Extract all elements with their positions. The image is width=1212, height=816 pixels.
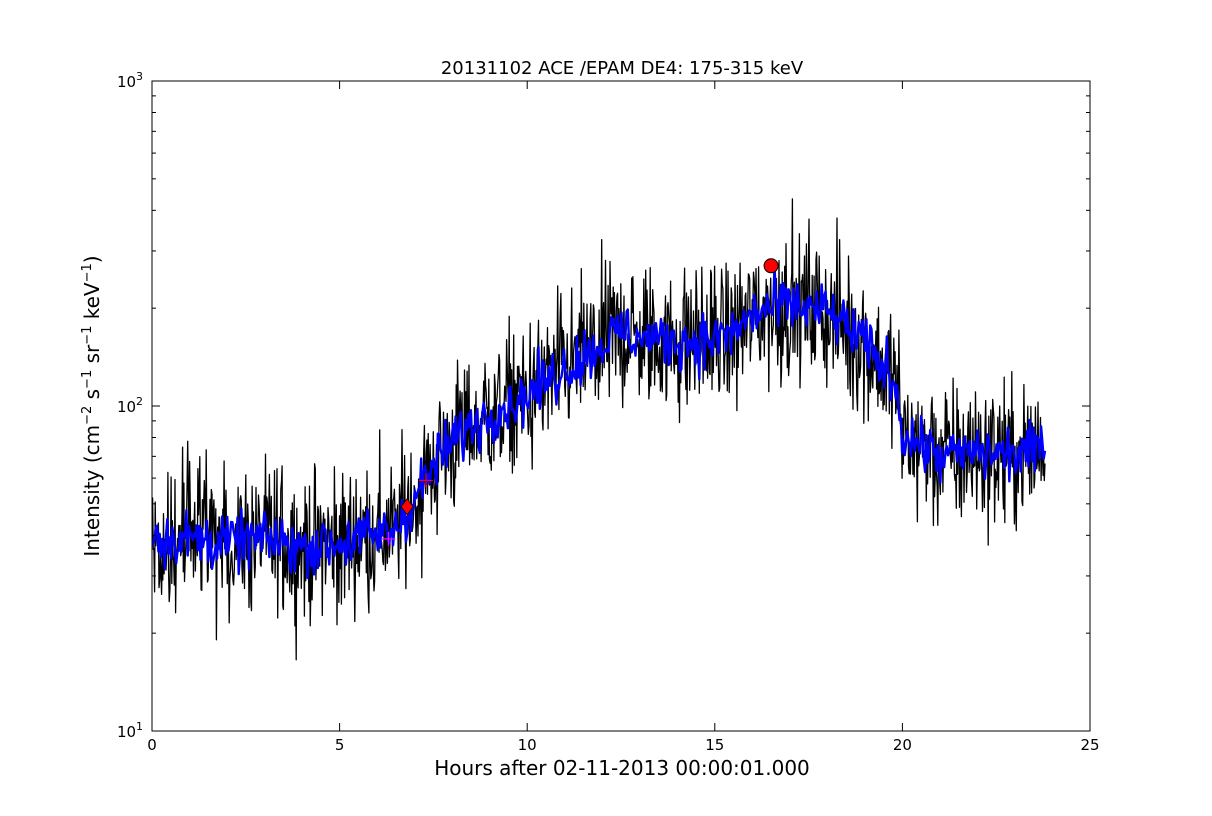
y-tick-label: 102 (117, 395, 143, 416)
y-label-prefix: Intensity (cm (80, 425, 104, 557)
x-axis-label: Hours after 02-11-2013 00:00:01.000 (434, 756, 810, 780)
x-tick-label: 25 (1080, 736, 1099, 754)
y-tick-label: 101 (117, 720, 143, 741)
series-layer (152, 198, 1047, 661)
chart-title: 20131102 ACE /EPAM DE4: 175-315 keV (441, 58, 804, 79)
y-label-sr: sr (80, 344, 104, 370)
series-line-smoothed (152, 265, 1047, 580)
peak-circle-marker (763, 258, 779, 274)
x-tick-label: 0 (147, 736, 157, 754)
y-tick-label: 103 (117, 70, 143, 91)
y-label-exp1: −2 (80, 406, 95, 425)
x-tick-label: 5 (335, 736, 345, 754)
plus-marker (381, 531, 396, 546)
onset-diamond-marker (400, 498, 414, 516)
y-axis: 101 102 103 (117, 70, 1090, 741)
x-tick-label: 20 (893, 736, 912, 754)
y-label-s: s (80, 389, 104, 406)
y-label-exp2: −1 (80, 370, 95, 389)
y-label-kev: keV (80, 282, 104, 326)
y-label-exp3: −1 (80, 326, 95, 345)
y-axis-label: Intensity (cm−2 s−1 sr−1 keV−1) (80, 255, 104, 556)
x-axis: 0 5 10 15 20 25 (147, 81, 1100, 754)
y-label-suffix: ) (80, 255, 104, 263)
marker-layer (381, 258, 779, 546)
y-label-exp4: −1 (80, 263, 95, 282)
x-tick-label: 10 (518, 736, 537, 754)
x-tick-label: 15 (705, 736, 724, 754)
plus-marker (418, 473, 433, 488)
